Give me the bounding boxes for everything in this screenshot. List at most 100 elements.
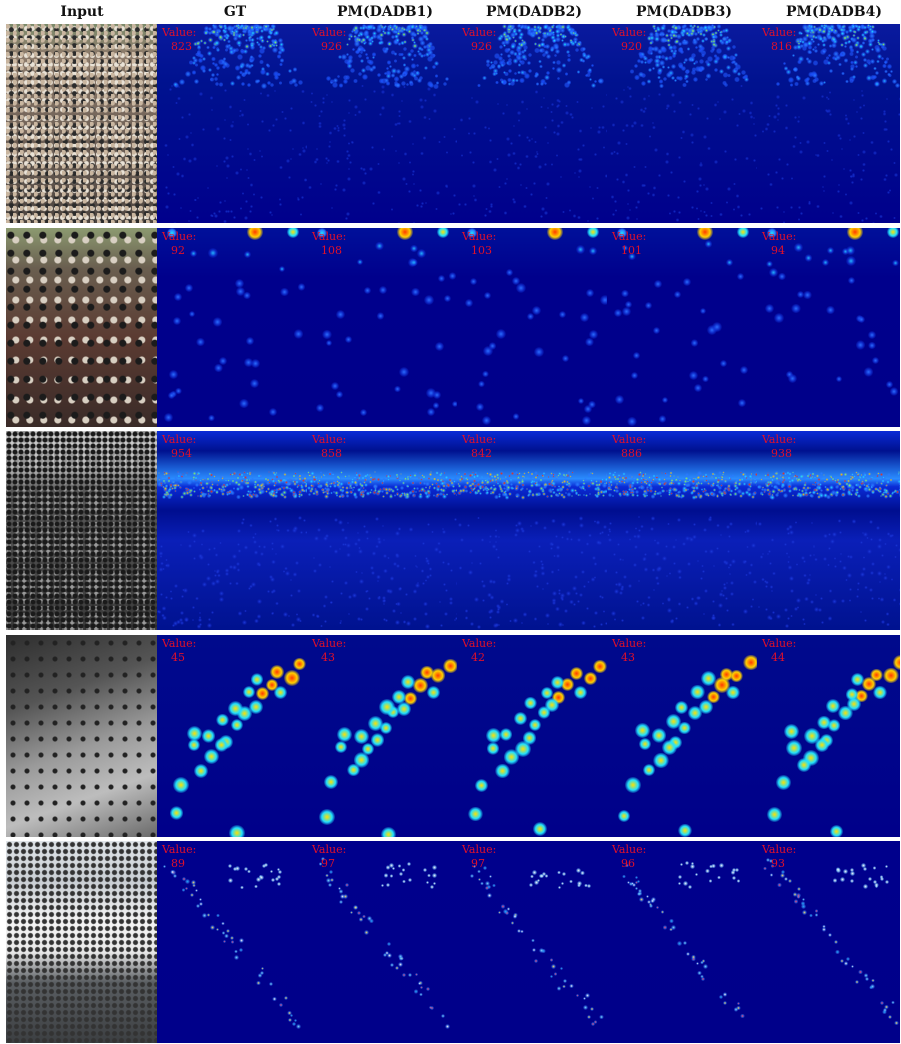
density-blob (199, 616, 202, 619)
density-blob (671, 45, 677, 51)
density-blob (595, 217, 599, 221)
density-blob (360, 36, 367, 43)
density-blob (232, 215, 236, 220)
density-blob (835, 376, 843, 383)
density-blob (665, 37, 671, 43)
density-blob (368, 475, 371, 478)
density-blob (876, 38, 880, 42)
density-blob (552, 601, 557, 606)
density-blob (401, 80, 407, 86)
density-blob (536, 491, 541, 496)
density-blob (885, 484, 889, 487)
density-blob (723, 109, 728, 114)
density-blob (821, 926, 827, 932)
density-blob (372, 52, 377, 57)
density-blob (370, 733, 385, 747)
density-blob (669, 619, 675, 624)
density-blob (270, 83, 274, 88)
density-blob (517, 24, 522, 29)
density-blob (184, 617, 189, 622)
density-blob (538, 48, 544, 53)
density-blob (812, 78, 817, 84)
count-value: 93 (771, 857, 785, 870)
density-blob (892, 79, 898, 84)
density-blob (338, 548, 342, 551)
density-blob (346, 212, 350, 216)
density-blob (499, 477, 503, 481)
density-blob (599, 1014, 604, 1020)
density-blob (389, 963, 395, 968)
density-blob (248, 210, 252, 214)
density-blob (504, 494, 510, 500)
density-blob (508, 24, 514, 29)
density-blob (752, 478, 757, 484)
predicted-density-map: Value: 44 (757, 635, 900, 837)
density-blob (201, 56, 206, 61)
density-blob (702, 183, 705, 187)
density-blob (873, 685, 887, 700)
density-blob (554, 606, 560, 612)
density-blob (703, 492, 708, 497)
density-blob (823, 80, 827, 84)
density-blob (681, 130, 686, 134)
density-blob (492, 167, 497, 172)
density-blob (185, 886, 189, 890)
density-blob (199, 39, 204, 43)
density-blob (255, 26, 259, 30)
density-blob (638, 471, 642, 474)
density-blob (211, 483, 215, 487)
density-blob (184, 473, 187, 477)
density-blob (503, 211, 508, 215)
density-blob (409, 24, 416, 30)
density-blob (560, 881, 564, 886)
density-blob (652, 326, 660, 334)
density-blob (274, 686, 287, 699)
count-label: Value: (312, 433, 347, 446)
density-blob (191, 618, 194, 621)
density-blob (278, 478, 284, 483)
density-blob (507, 152, 512, 157)
density-blob (669, 918, 675, 924)
density-blob (558, 310, 567, 318)
density-blob (222, 61, 229, 68)
density-blob (396, 601, 401, 607)
density-blob (442, 81, 448, 87)
density-blob (482, 488, 485, 492)
density-blob (299, 619, 302, 623)
density-blob (658, 174, 661, 177)
density-blob (871, 24, 875, 29)
density-blob (733, 1007, 738, 1012)
density-blob (221, 482, 226, 487)
density-blob (656, 75, 661, 80)
density-blob (702, 33, 706, 37)
density-blob (662, 556, 667, 561)
density-blob (897, 113, 900, 117)
density-blob (486, 472, 490, 476)
density-blob (835, 484, 840, 489)
density-blob (715, 484, 719, 487)
density-blob (367, 715, 383, 731)
density-blob (505, 487, 511, 493)
density-blob (614, 200, 617, 203)
density-blob (469, 277, 478, 286)
density-blob (517, 49, 522, 55)
density-blob (243, 25, 248, 31)
density-blob (541, 33, 548, 40)
density-blob (535, 82, 540, 86)
density-blob (217, 479, 221, 482)
density-blob (552, 130, 556, 134)
density-blob (622, 307, 632, 316)
density-blob (807, 44, 813, 50)
density-blob (410, 245, 418, 253)
density-blob (830, 475, 834, 479)
density-blob (428, 574, 432, 578)
density-blob (785, 739, 802, 756)
density-blob (258, 150, 262, 153)
column-title-input: Input (60, 4, 104, 20)
density-blob (659, 79, 664, 84)
density-blob (683, 57, 689, 63)
density-blob (533, 958, 538, 963)
density-blob (720, 40, 725, 46)
density-blob (268, 30, 273, 35)
density-blob (847, 228, 863, 240)
